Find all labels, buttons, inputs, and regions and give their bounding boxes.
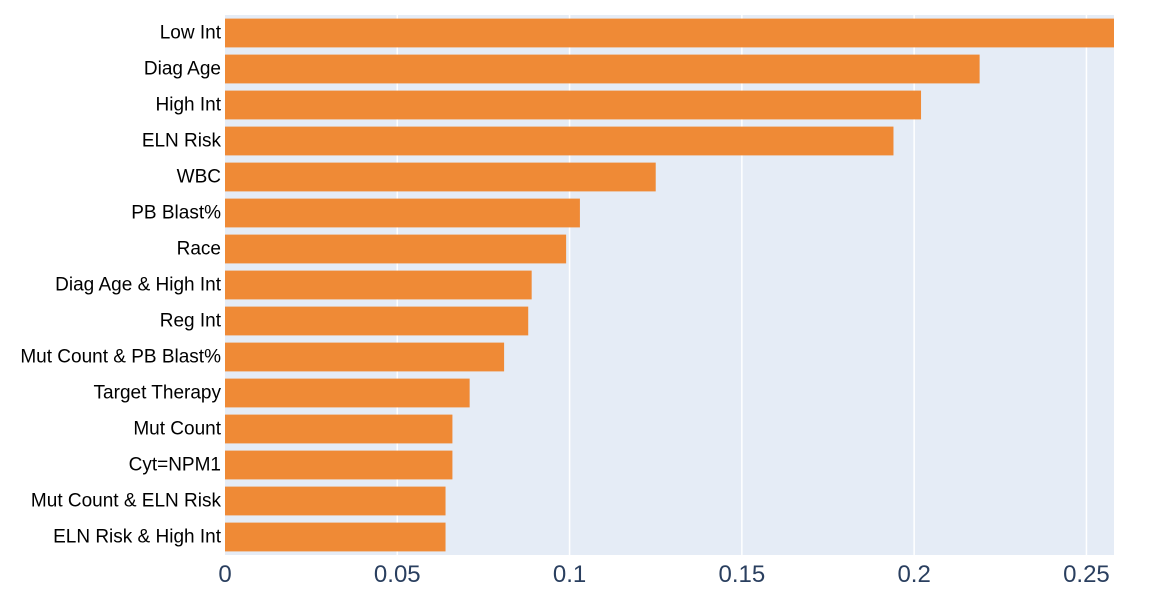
x-tick-1: 0.05 (374, 561, 421, 588)
x-tick-0: 0 (218, 561, 231, 588)
bar-14 (225, 522, 446, 552)
bar-12 (225, 450, 453, 480)
bar-5 (225, 198, 580, 228)
y-label-4: WBC (177, 167, 221, 188)
y-axis-labels: Low Int Diag Age High Int ELN Risk WBC PB Bla… (20, 23, 221, 548)
bar-2 (225, 90, 922, 120)
x-tick-2: 0.1 (553, 561, 586, 588)
y-label-11: Mut Count (133, 419, 221, 440)
bars (225, 18, 1114, 552)
x-axis-ticks: 0 0.05 0.1 0.15 0.2 0.25 (218, 561, 1109, 588)
y-label-0: Low Int (160, 23, 222, 44)
bar-0 (225, 18, 1114, 48)
x-tick-3: 0.15 (719, 561, 766, 588)
y-label-13: Mut Count & ELN Risk (31, 491, 222, 512)
y-label-8: Reg Int (160, 311, 222, 332)
y-label-5: PB Blast% (131, 203, 221, 224)
y-label-3: ELN Risk (142, 131, 222, 152)
y-label-14: ELN Risk & High Int (53, 527, 222, 548)
y-label-9: Mut Count & PB Blast% (20, 347, 221, 368)
bar-1 (225, 54, 980, 84)
y-label-7: Diag Age & High Int (55, 275, 222, 296)
y-label-2: High Int (156, 95, 222, 116)
y-label-1: Diag Age (144, 59, 221, 80)
x-tick-4: 0.2 (897, 561, 930, 588)
bar-3 (225, 126, 894, 156)
y-label-12: Cyt=NPM1 (129, 455, 221, 476)
bar-13 (225, 486, 446, 516)
bar-11 (225, 414, 453, 444)
bar-8 (225, 306, 529, 336)
bar-6 (225, 234, 567, 264)
x-tick-5: 0.25 (1063, 561, 1110, 588)
bar-9 (225, 342, 505, 372)
bar-10 (225, 378, 470, 408)
bar-7 (225, 270, 532, 300)
y-label-6: Race (177, 239, 221, 260)
bar-4 (225, 162, 656, 192)
y-label-10: Target Therapy (94, 383, 222, 404)
